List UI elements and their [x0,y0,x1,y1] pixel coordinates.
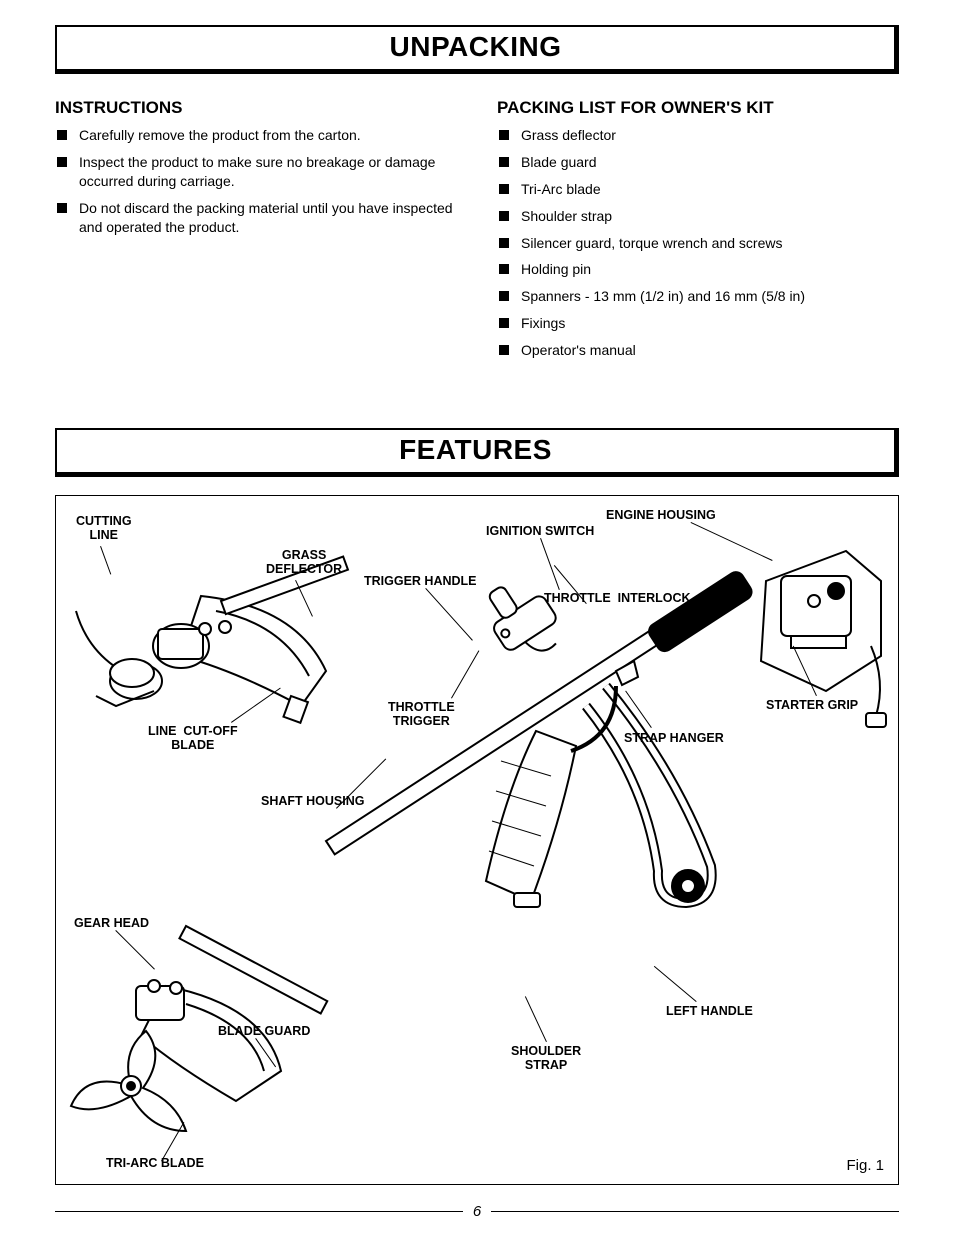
list-item: Do not discard the packing material unti… [55,199,457,237]
features-title-box: FEATURES [55,428,899,477]
list-item: Inspect the product to make sure no brea… [55,153,457,191]
label-trigger-handle: TRIGGER HANDLE [364,574,477,588]
list-item: Carefully remove the product from the ca… [55,126,457,145]
list-item: Blade guard [497,153,899,172]
unpacking-title-box: UNPACKING [55,25,899,74]
leader-line [525,996,547,1042]
label-grass-deflector: GRASS DEFLECTOR [266,548,342,577]
label-throttle-trigger: THROTTLE TRIGGER [388,700,455,729]
packing-list-column: PACKING LIST FOR OWNER'S KIT Grass defle… [497,92,899,368]
lower-trimmer-illustration [56,916,346,1166]
manual-page: UNPACKING INSTRUCTIONS Carefully remove … [0,0,954,1240]
unpacking-columns: INSTRUCTIONS Carefully remove the produc… [55,92,899,368]
unpacking-title: UNPACKING [390,31,562,62]
label-line-cutoff-blade: LINE CUT-OFF BLADE [148,724,238,753]
list-item: Shoulder strap [497,207,899,226]
label-left-handle: LEFT HANDLE [666,1004,753,1018]
packing-list: Grass deflector Blade guard Tri-Arc blad… [497,126,899,360]
page-number: 6 [473,1203,481,1220]
label-ignition-switch: IGNITION SWITCH [486,524,594,538]
footer-rule-right [491,1211,899,1212]
list-item: Spanners - 13 mm (1/2 in) and 16 mm (5/8… [497,287,899,306]
label-engine-housing: ENGINE HOUSING [606,508,716,522]
packing-heading: PACKING LIST FOR OWNER'S KIT [497,98,899,118]
label-cutting-line: CUTTING LINE [76,514,132,543]
list-item: Fixings [497,314,899,333]
list-item: Grass deflector [497,126,899,145]
figure-number: Fig. 1 [846,1157,884,1174]
list-item: Operator's manual [497,341,899,360]
label-gear-head: GEAR HEAD [74,916,149,930]
leader-line [654,966,697,1002]
instructions-list: Carefully remove the product from the ca… [55,126,457,236]
footer-rule-left [55,1211,463,1212]
label-strap-hanger: STRAP HANGER [624,731,724,745]
label-blade-guard: BLADE GUARD [218,1024,310,1038]
instructions-heading: INSTRUCTIONS [55,98,457,118]
label-starter-grip: STARTER GRIP [766,698,858,712]
label-tri-arc-blade: TRI-ARC BLADE [106,1156,204,1170]
label-throttle-interlock: THROTTLE INTERLOCK [544,591,691,605]
features-diagram: CUTTING LINE GRASS DEFLECTOR TRIGGER HAN… [55,495,899,1185]
instructions-column: INSTRUCTIONS Carefully remove the produc… [55,92,457,368]
list-item: Tri-Arc blade [497,180,899,199]
features-title: FEATURES [399,434,552,465]
page-footer: 6 [55,1203,899,1220]
list-item: Silencer guard, torque wrench and screws [497,234,899,253]
label-shoulder-strap: SHOULDER STRAP [511,1044,581,1073]
list-item: Holding pin [497,260,899,279]
